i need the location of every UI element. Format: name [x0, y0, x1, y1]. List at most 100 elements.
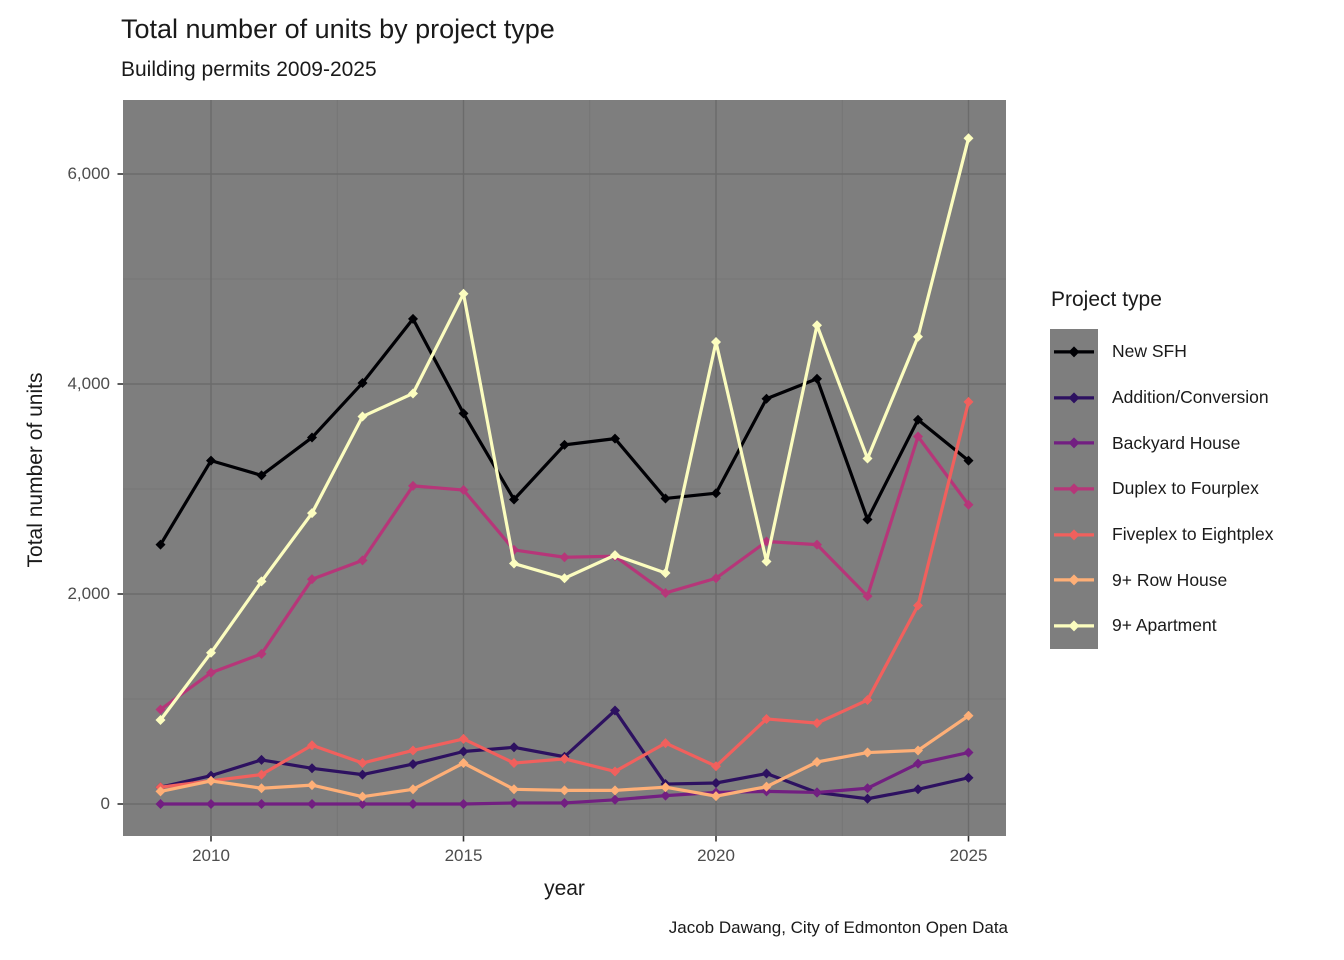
data-point	[812, 757, 822, 767]
data-point	[458, 485, 469, 496]
data-point	[408, 480, 418, 491]
x-tick-label: 2015	[444, 846, 483, 865]
data-point	[660, 782, 671, 793]
chart-title: Total number of units by project type	[121, 14, 555, 44]
data-point	[963, 710, 974, 721]
data-point	[610, 794, 620, 805]
data-point	[206, 647, 216, 658]
data-point	[307, 574, 317, 585]
data-point	[307, 740, 317, 751]
legend-key-swatch	[1050, 420, 1098, 467]
data-point	[559, 785, 570, 796]
data-point	[660, 587, 671, 598]
data-point	[206, 799, 216, 809]
legend-key-swatch	[1050, 603, 1098, 649]
data-point	[458, 288, 469, 299]
data-point	[408, 313, 418, 324]
legend-key-swatch	[1050, 329, 1098, 375]
legend-label: New SFH	[1112, 341, 1187, 362]
data-point	[862, 747, 873, 758]
data-point	[509, 494, 519, 505]
data-point	[559, 573, 570, 584]
data-point	[761, 713, 772, 724]
data-point	[913, 331, 923, 342]
data-point	[913, 784, 923, 795]
data-point	[761, 768, 772, 779]
legend-item-fiveplex-to-eightplex: Fiveplex to Eightplex	[1050, 511, 1273, 558]
y-tick-label: 0	[100, 794, 110, 813]
data-point	[711, 488, 721, 499]
data-point	[711, 573, 721, 584]
legend-key-glyph	[1054, 529, 1094, 541]
data-point	[256, 576, 267, 587]
legend-label: 9+ Row House	[1112, 569, 1228, 590]
data-point	[610, 433, 620, 444]
data-point	[509, 758, 519, 769]
data-point	[509, 797, 519, 808]
data-point	[357, 377, 368, 388]
series-duplex-to-fourplex	[155, 431, 974, 715]
data-point	[458, 408, 469, 419]
data-point	[357, 411, 368, 422]
data-point	[761, 781, 772, 792]
legend-item-new-sfh: New SFH	[1050, 329, 1273, 375]
data-point	[458, 733, 469, 744]
legend-key-glyph	[1054, 346, 1094, 358]
data-point	[155, 786, 166, 797]
legend-key-swatch	[1050, 466, 1098, 512]
data-point	[711, 337, 721, 347]
data-point	[610, 705, 620, 716]
data-point	[357, 791, 368, 802]
data-point	[509, 558, 519, 569]
legend: Project type New SFH Addition/Conversion B…	[1050, 288, 1273, 649]
legend-label: 9+ Apartment	[1112, 615, 1217, 636]
data-point	[963, 133, 974, 144]
legend-item-duplex-to-fourplex: Duplex to Fourplex	[1050, 466, 1273, 512]
data-point	[711, 791, 721, 802]
x-axis-title: year	[544, 877, 585, 900]
data-point	[610, 785, 620, 796]
data-point	[812, 718, 822, 729]
data-point	[862, 514, 873, 525]
data-point	[660, 568, 671, 578]
series-new-sfh	[155, 313, 974, 550]
data-point	[408, 388, 418, 399]
data-point	[963, 747, 974, 758]
data-point	[357, 799, 368, 809]
data-point	[357, 769, 368, 780]
data-point	[559, 753, 570, 764]
y-tick-label: 4,000	[67, 374, 110, 393]
series-9-row-house	[155, 710, 974, 802]
legend-key-glyph	[1054, 574, 1094, 586]
data-point	[559, 797, 570, 808]
data-point	[206, 667, 216, 678]
data-point	[206, 455, 216, 466]
legend-key-swatch	[1050, 374, 1098, 421]
data-point	[711, 778, 721, 788]
legend-title: Project type	[1051, 288, 1162, 311]
data-point	[559, 552, 570, 563]
data-point	[761, 393, 772, 404]
data-point	[913, 431, 923, 442]
series-9-apartment	[155, 133, 974, 725]
data-point	[509, 784, 519, 795]
data-point	[357, 555, 368, 566]
data-point	[812, 787, 822, 798]
data-point	[812, 320, 822, 331]
data-point	[256, 470, 267, 481]
data-point	[660, 738, 671, 749]
y-tick-label: 2,000	[67, 584, 110, 603]
data-point	[963, 455, 974, 466]
x-tick-label: 2010	[192, 846, 230, 865]
data-point	[913, 414, 923, 425]
chart-caption: Jacob Dawang, City of Edmonton Open Data	[668, 918, 1008, 937]
data-point	[256, 754, 267, 765]
x-tick-label: 2025	[949, 846, 988, 865]
data-point	[256, 783, 267, 794]
plot-panel	[123, 100, 1006, 836]
chart-subtitle: Building permits 2009-2025	[121, 58, 377, 81]
data-point	[963, 396, 974, 407]
data-point	[155, 539, 166, 550]
